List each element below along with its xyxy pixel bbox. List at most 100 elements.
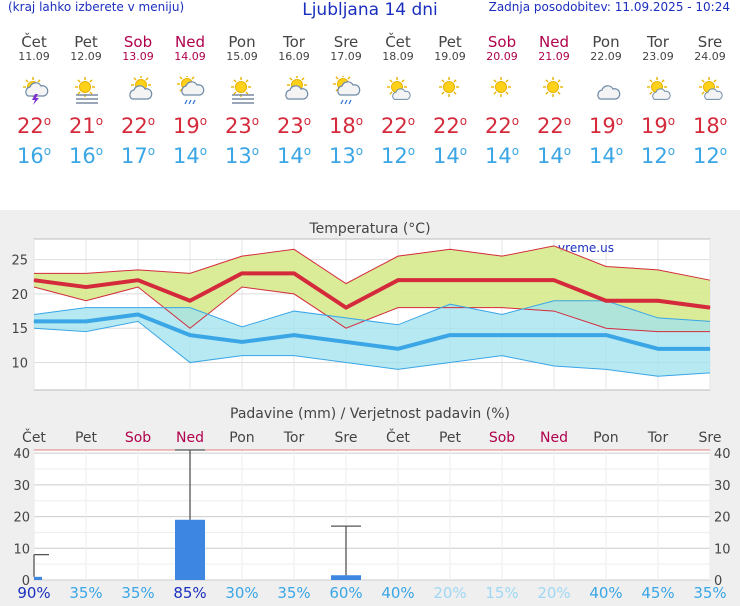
day-date: 11.09	[18, 50, 50, 63]
day-column: Pet 12.09 21o 16o	[60, 33, 112, 168]
precip-x-label: Tor	[283, 430, 305, 446]
day-column: Pet 19.09 22o 14o	[424, 33, 476, 168]
temp-max: 19o	[640, 114, 676, 138]
min-temp-line	[34, 312, 710, 351]
temp-point	[449, 334, 451, 336]
degree-mark: o	[719, 144, 728, 158]
degree-mark: o	[147, 144, 156, 158]
precip-y-tick-left: 0	[22, 574, 30, 589]
day-date: 15.09	[226, 50, 258, 63]
sun-cloud-icon	[696, 76, 726, 104]
degree-mark: o	[303, 114, 312, 128]
temp-point	[449, 279, 451, 281]
temp-point	[501, 279, 503, 281]
precip-y-tick-left: 10	[13, 542, 30, 557]
day-date: 19.09	[434, 50, 466, 63]
temp-max: 23o	[224, 114, 260, 138]
precip-x-label: Sob	[489, 430, 515, 446]
precip-probability: 85%	[173, 584, 206, 602]
sun-fog-icon	[228, 76, 258, 104]
day-column: Sre 17.09 18o 13o	[320, 33, 372, 168]
range-edge-low	[33, 286, 710, 333]
day-name: Sob	[123, 33, 153, 51]
precip-probability: 30%	[225, 584, 258, 602]
temp-point	[553, 334, 555, 336]
precip-x-label: Ned	[540, 430, 568, 446]
temp-min: 14o	[536, 144, 572, 168]
partly-cloudy-icon	[280, 75, 310, 104]
temp-max: 22o	[432, 114, 468, 138]
temp-max: 19o	[172, 114, 208, 138]
degree-mark: o	[667, 144, 676, 158]
day-name: Pet	[438, 33, 462, 51]
temp-point	[345, 307, 347, 309]
temp-point	[397, 348, 399, 350]
temp-point	[605, 300, 607, 302]
precip-bar	[175, 519, 205, 580]
temp-max: 22o	[120, 114, 156, 138]
precip-probability: 40%	[589, 584, 622, 602]
temp-max: 19o	[588, 114, 624, 138]
temp-point	[85, 286, 87, 288]
temp-point	[137, 314, 139, 315]
precip-x-label: Čet	[22, 428, 46, 446]
precip-probability: 20%	[433, 584, 466, 602]
day-column: Čet 18.09 22o 12o	[372, 33, 424, 168]
day-name: Sob	[487, 33, 517, 51]
temp-point	[709, 307, 711, 309]
day-name: Ned	[175, 33, 205, 51]
day-date: 12.09	[70, 50, 102, 63]
precip-x-label: Pon	[593, 430, 618, 446]
temp-point	[189, 300, 191, 302]
day-column: Sre 24.09 18o 12o	[684, 33, 736, 168]
sun-cloud-icon	[384, 76, 414, 104]
temp-min: 12o	[380, 144, 416, 168]
charts-svg: 10 15 20 25 Temperatura (°C) vreme.us Padavine…	[11, 221, 730, 602]
degree-mark: o	[43, 144, 52, 158]
temperature-chart-title: Temperatura (°C)	[308, 221, 430, 237]
day-name: Pet	[74, 33, 98, 51]
precip-probability: 40%	[381, 584, 414, 602]
day-name: Sre	[697, 33, 723, 51]
last-update: Zadnja posodobitev: 11.09.2025 - 10:24	[488, 0, 730, 14]
degree-mark: o	[407, 114, 416, 128]
day-name: Pon	[228, 33, 256, 51]
day-column: Pon 15.09 23o 13o	[216, 33, 268, 168]
day-name: Sre	[333, 33, 359, 51]
temp-point	[189, 334, 191, 336]
range-edge-high	[33, 300, 711, 328]
day-name: Čet	[385, 33, 411, 51]
precip-probability: 35%	[69, 584, 102, 602]
degree-mark: o	[459, 114, 468, 128]
precip-probability: 20%	[537, 584, 570, 602]
temp-min: 14o	[484, 144, 520, 168]
partly-cloudy-icon	[124, 75, 154, 104]
temperature-y-tick: 25	[11, 254, 28, 269]
menu-hint[interactable]: (kraj lahko izberete v meniju)	[8, 0, 185, 14]
precip-x-label: Tor	[647, 430, 669, 446]
degree-mark: o	[511, 144, 520, 158]
day-column: Čet 11.09 22o 16o	[8, 33, 60, 168]
precip-probability: 60%	[329, 584, 362, 602]
temperature-y-tick: 10	[11, 357, 28, 372]
day-date: 24.09	[694, 50, 726, 63]
day-column: Pon 22.09 19o 14o	[580, 34, 632, 168]
day-name: Čet	[21, 33, 47, 51]
temperature-y-tick: 15	[11, 322, 28, 337]
day-column: Ned 21.09 22o 14o	[528, 33, 580, 168]
temp-point	[33, 320, 35, 322]
degree-mark: o	[95, 114, 104, 128]
temp-point	[501, 334, 503, 336]
temp-point	[657, 348, 659, 350]
degree-mark: o	[95, 144, 104, 158]
degree-mark: o	[615, 114, 624, 128]
temp-min: 14o	[588, 144, 624, 168]
day-column: Tor 23.09 19o 12o	[632, 34, 684, 168]
temp-point	[657, 300, 659, 302]
sun-icon	[488, 76, 518, 104]
precip-probability: 35%	[277, 584, 310, 602]
temp-point	[553, 279, 555, 281]
day-name: Ned	[539, 33, 569, 51]
sun-cloud-icon	[644, 76, 674, 104]
temp-min: 14o	[172, 144, 208, 168]
